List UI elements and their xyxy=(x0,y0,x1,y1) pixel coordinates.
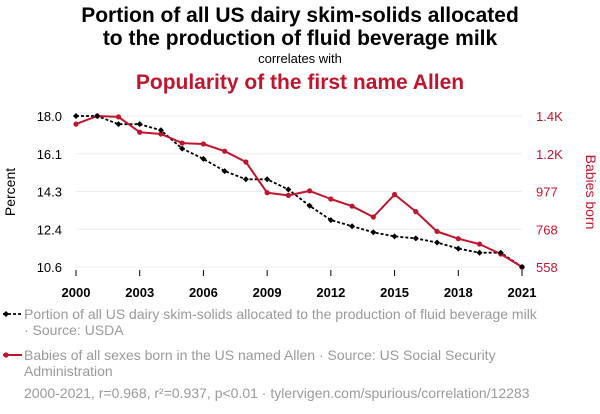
point-allen xyxy=(328,196,334,202)
y-tick-label-left: 12.4 xyxy=(37,222,62,237)
point-allen xyxy=(222,148,228,154)
point-allen xyxy=(434,228,440,235)
data-points xyxy=(73,113,525,270)
series-allen-line xyxy=(75,115,523,268)
x-tick-label: 2009 xyxy=(253,285,282,300)
point-skim-solids xyxy=(349,223,356,230)
footer-stats: 2000-2021, r=0.968, r²=0.937, p<0.01 · t… xyxy=(24,385,530,401)
point-skim-solids xyxy=(306,202,313,209)
point-skim-solids xyxy=(497,249,504,256)
point-skim-solids xyxy=(94,113,101,119)
point-allen xyxy=(285,192,291,198)
point-allen xyxy=(73,121,79,127)
point-skim-solids xyxy=(136,121,143,128)
point-skim-solids xyxy=(476,249,483,256)
y-axis-label-right: Babies born xyxy=(583,155,599,230)
y-tick-label-left: 14.3 xyxy=(37,185,62,200)
point-skim-solids xyxy=(157,127,164,134)
series-line-allen xyxy=(75,115,523,268)
point-skim-solids xyxy=(285,186,292,193)
point-skim-solids xyxy=(327,217,334,224)
y-tick-label-left: 10.6 xyxy=(37,260,62,275)
y-tick-label-right: 977 xyxy=(536,185,558,200)
point-allen xyxy=(307,188,313,194)
point-allen xyxy=(158,131,164,137)
x-tick-label: 2000 xyxy=(62,285,91,300)
y-tick-label-right: 1.2K xyxy=(536,147,563,162)
y-tick-label-left: 18.0 xyxy=(37,109,62,124)
x-tick-label: 2015 xyxy=(380,285,409,300)
point-skim-solids xyxy=(391,233,398,240)
legend-label-skim-solids: Portion of all US dairy skim-solids allo… xyxy=(24,306,537,338)
point-skim-solids xyxy=(455,245,462,252)
point-skim-solids xyxy=(179,145,186,152)
point-allen xyxy=(476,241,483,247)
point-skim-solids xyxy=(115,121,122,128)
x-tick-label: 2003 xyxy=(125,285,154,300)
grid-lines xyxy=(76,115,522,268)
legend-label-allen: Babies of all sexes born in the US named… xyxy=(24,347,496,379)
correlates-with-label: correlates with xyxy=(258,51,342,66)
legend-marker-allen xyxy=(3,352,9,358)
y-tick-label-left: 16.1 xyxy=(37,147,62,162)
y-tick-label-right: 768 xyxy=(536,222,558,237)
chart-title-second: Popularity of the first name Allen xyxy=(135,71,465,94)
point-allen xyxy=(115,114,122,120)
point-skim-solids xyxy=(370,229,377,236)
point-skim-solids xyxy=(264,176,271,183)
point-skim-solids xyxy=(412,235,419,242)
point-skim-solids xyxy=(519,264,525,270)
point-allen xyxy=(413,209,419,215)
x-tick-label: 2012 xyxy=(316,285,345,300)
point-skim-solids xyxy=(434,239,441,246)
point-allen xyxy=(264,190,270,196)
chart-title-line1: Portion of all US dairy skim-solids allo… xyxy=(81,4,519,27)
point-skim-solids xyxy=(242,176,249,183)
x-tick-label: 2018 xyxy=(444,285,473,300)
point-allen xyxy=(200,141,207,147)
point-allen xyxy=(391,191,398,198)
chart-title-line2: to the production of fluid beverage milk xyxy=(102,27,498,50)
point-allen xyxy=(455,236,461,242)
legend-markers xyxy=(3,311,22,358)
point-allen xyxy=(243,159,249,165)
x-tick-label: 2006 xyxy=(189,285,218,300)
series-line-skim-solids xyxy=(76,115,523,268)
axis-ticks: 18.0 1.4K 16.1 1.2K 14.3 977 12.4 768 10.6 558 200… xyxy=(37,109,563,300)
y-axis-label-left: Percent xyxy=(2,168,18,216)
series-skim-solids-line xyxy=(76,115,523,268)
y-tick-label-right: 1.4K xyxy=(536,109,563,124)
point-skim-solids xyxy=(200,155,207,162)
point-skim-solids xyxy=(221,168,228,175)
point-allen xyxy=(179,140,185,146)
legend-marker-skim-solids xyxy=(3,311,9,317)
x-tick-label: 2021 xyxy=(508,285,537,300)
point-skim-solids xyxy=(73,113,79,119)
point-allen xyxy=(137,129,143,135)
point-allen xyxy=(349,203,355,209)
point-allen xyxy=(370,214,376,220)
y-tick-label-right: 558 xyxy=(536,260,558,275)
